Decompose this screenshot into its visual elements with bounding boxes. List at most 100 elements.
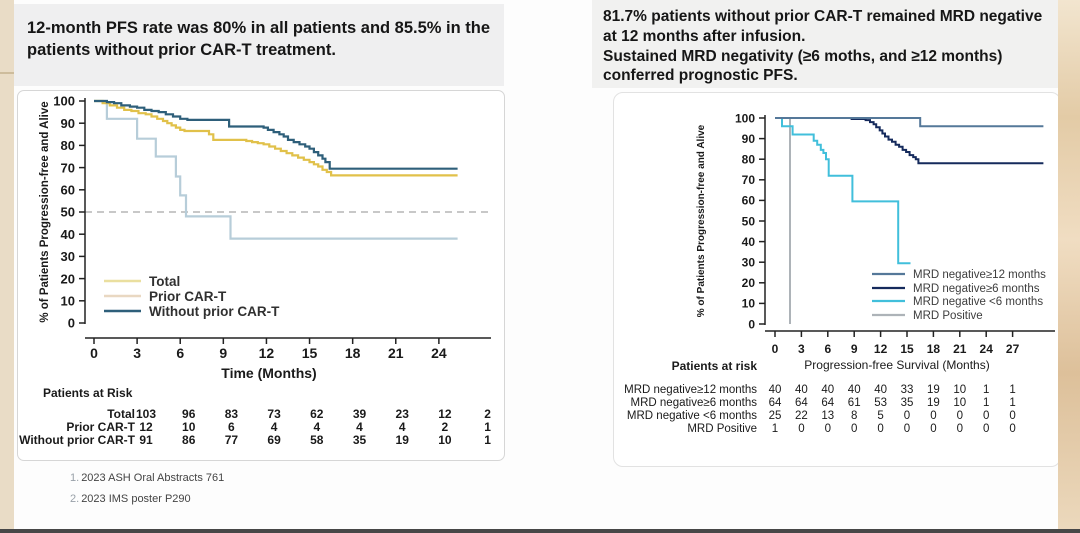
risk-value: 4 bbox=[271, 420, 278, 434]
risk-value: 10 bbox=[182, 420, 196, 434]
risk-row-label: Prior CAR-T bbox=[66, 420, 135, 434]
x-tick-label: 9 bbox=[851, 342, 858, 356]
y-tick-label: 30 bbox=[61, 249, 75, 264]
x-tick-label: 9 bbox=[219, 345, 227, 361]
risk-row-label: MRD negative≥6 months bbox=[631, 397, 758, 409]
y-tick-label: 100 bbox=[735, 111, 755, 125]
legend-label: Without prior CAR-T bbox=[149, 304, 280, 319]
y-tick-label: 60 bbox=[742, 194, 756, 208]
x-tick-label: 12 bbox=[874, 342, 888, 356]
y-tick-label: 100 bbox=[53, 94, 75, 109]
risk-value: 64 bbox=[795, 397, 808, 409]
y-tick-label: 80 bbox=[61, 138, 75, 153]
legend-label: MRD negative <6 months bbox=[913, 296, 1043, 308]
x-tick-label: 3 bbox=[798, 342, 805, 356]
y-tick-label: 10 bbox=[742, 297, 756, 311]
footnote-1-text: 2023 ASH Oral Abstracts 761 bbox=[81, 472, 225, 484]
risk-value: 40 bbox=[848, 384, 861, 396]
x-tick-label: 21 bbox=[388, 345, 404, 361]
risk-value: 64 bbox=[821, 397, 834, 409]
x-tick-label: 0 bbox=[772, 342, 779, 356]
y-tick-label: 0 bbox=[748, 317, 755, 331]
footnote-1: 1. 2023 ASH Oral Abstracts 761 bbox=[70, 472, 224, 484]
legend-label: MRD negative≥6 months bbox=[913, 283, 1040, 295]
risk-value: 0 bbox=[1009, 423, 1015, 435]
y-tick-label: 10 bbox=[61, 293, 75, 308]
risk-value: 0 bbox=[825, 423, 831, 435]
bottom-edge-bar bbox=[0, 529, 1080, 533]
risk-value: 1 bbox=[1009, 397, 1015, 409]
risk-value: 61 bbox=[848, 397, 861, 409]
risk-value: 64 bbox=[769, 397, 782, 409]
footnote-2-text: 2023 IMS poster P290 bbox=[81, 493, 191, 505]
right-chart-title-line1: 81.7% patients without prior CAR-T remai… bbox=[603, 8, 1043, 45]
risk-value: 0 bbox=[851, 423, 857, 435]
x-axis-title: Time (Months) bbox=[221, 365, 316, 381]
risk-value: 19 bbox=[396, 433, 410, 447]
risk-value: 5 bbox=[877, 410, 883, 422]
risk-value: 4 bbox=[399, 420, 406, 434]
legend-label: MRD negative≥12 months bbox=[913, 269, 1046, 281]
risk-value: 53 bbox=[874, 397, 887, 409]
risk-row-label: Total bbox=[107, 407, 135, 421]
risk-value: 19 bbox=[927, 397, 940, 409]
x-tick-label: 27 bbox=[1006, 342, 1020, 356]
series-mrd-negative-6-months bbox=[775, 117, 1044, 165]
y-axis-title: % of Patients Progression-free and Alive bbox=[39, 101, 51, 322]
x-axis-title: Progression-free Survival (Months) bbox=[804, 358, 989, 372]
risk-value: 0 bbox=[904, 423, 910, 435]
left-chart-title: 12-month PFS rate was 80% in all patient… bbox=[14, 4, 504, 86]
risk-value: 40 bbox=[821, 384, 834, 396]
x-tick-label: 6 bbox=[176, 345, 184, 361]
risk-value: 86 bbox=[182, 433, 196, 447]
x-tick-label: 12 bbox=[259, 345, 275, 361]
y-tick-label: 20 bbox=[742, 276, 756, 290]
y-tick-label: 40 bbox=[61, 227, 75, 242]
risk-value: 0 bbox=[798, 423, 804, 435]
right-chart-title: 81.7% patients without prior CAR-T remai… bbox=[592, 0, 1060, 88]
risk-value: 73 bbox=[267, 407, 281, 421]
series-mrd-positive bbox=[775, 117, 791, 324]
risk-value: 13 bbox=[821, 410, 834, 422]
right-chart-title-line2: Sustained MRD negativity (≥6 moths, and … bbox=[603, 47, 1003, 85]
risk-value: 0 bbox=[930, 410, 936, 422]
y-tick-label: 20 bbox=[61, 271, 75, 286]
risk-value: 96 bbox=[182, 407, 196, 421]
y-tick-label: 0 bbox=[68, 316, 75, 331]
risk-value: 103 bbox=[136, 407, 156, 421]
risk-value: 58 bbox=[310, 433, 324, 447]
y-tick-label: 70 bbox=[742, 173, 756, 187]
x-tick-label: 3 bbox=[133, 345, 141, 361]
risk-value: 4 bbox=[313, 420, 320, 434]
risk-value: 8 bbox=[851, 410, 857, 422]
risk-row-label: MRD negative≥12 months bbox=[624, 384, 757, 396]
risk-value: 39 bbox=[353, 407, 367, 421]
risk-value: 1 bbox=[484, 433, 491, 447]
risk-value: 1 bbox=[772, 423, 778, 435]
right-edge-strip bbox=[1058, 0, 1080, 533]
risk-value: 1 bbox=[983, 384, 989, 396]
series-prior-car-t bbox=[94, 99, 458, 240]
risk-value: 77 bbox=[225, 433, 239, 447]
x-tick-label: 21 bbox=[953, 342, 967, 356]
legend-label: Total bbox=[149, 274, 180, 289]
y-tick-label: 50 bbox=[61, 205, 75, 220]
right-chart-panel: 0 10 20 30 40 50 60 70 80 90 100% of Patients Prog… bbox=[613, 92, 1061, 467]
series-total bbox=[94, 99, 458, 177]
risk-value: 0 bbox=[957, 410, 963, 422]
risk-value: 4 bbox=[356, 420, 363, 434]
risk-value: 2 bbox=[484, 407, 491, 421]
risk-value: 1 bbox=[1009, 384, 1015, 396]
risk-table-header: Patients at Risk bbox=[43, 386, 133, 400]
risk-value: 40 bbox=[769, 384, 782, 396]
footnote-1-number: 1. bbox=[70, 472, 80, 484]
x-tick-label: 6 bbox=[824, 342, 831, 356]
y-tick-label: 90 bbox=[742, 132, 756, 146]
risk-value: 69 bbox=[267, 433, 281, 447]
risk-row-label: MRD negative <6 months bbox=[627, 410, 757, 422]
footnote-2-number: 2. bbox=[70, 493, 80, 505]
